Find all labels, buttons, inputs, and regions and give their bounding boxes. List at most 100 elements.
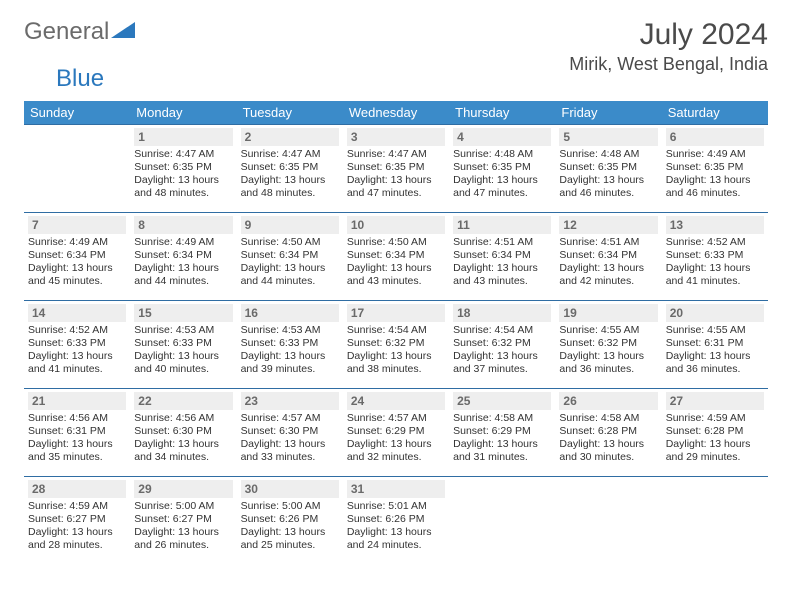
day-details: Sunrise: 4:51 AMSunset: 6:34 PMDaylight:… — [453, 236, 551, 289]
calendar-day-cell: 23 Sunrise: 4:57 AMSunset: 6:30 PMDayligh… — [237, 389, 343, 477]
calendar-row: 14 Sunrise: 4:52 AMSunset: 6:33 PMDayligh… — [24, 301, 768, 389]
day-number: 25 — [453, 392, 551, 410]
calendar-empty-cell — [662, 477, 768, 565]
calendar-header-row: SundayMondayTuesdayWednesdayThursdayFrid… — [24, 101, 768, 125]
day-number: 20 — [666, 304, 764, 322]
calendar-day-cell: 8Sunrise: 4:49 AMSunset: 6:34 PMDaylight… — [130, 213, 236, 301]
weekday-header: Tuesday — [237, 101, 343, 125]
day-number: 23 — [241, 392, 339, 410]
day-details: Sunrise: 4:55 AMSunset: 6:32 PMDaylight:… — [559, 324, 657, 377]
calendar-day-cell: 7 Sunrise: 4:49 AMSunset: 6:34 PMDaylight… — [24, 213, 130, 301]
logo-text-general: General — [24, 18, 109, 46]
day-details: Sunrise: 4:49 AMSunset: 6:34 PMDaylight:… — [134, 236, 232, 289]
day-number: 12 — [559, 216, 657, 234]
calendar-day-cell: 3Sunrise: 4:47 AMSunset: 6:35 PMDaylight… — [343, 125, 449, 213]
calendar-day-cell: 5 Sunrise: 4:48 AMSunset: 6:35 PMDaylight… — [555, 125, 661, 213]
day-details: Sunrise: 4:55 AMSunset: 6:31 PMDaylight:… — [666, 324, 764, 377]
day-number: 16 — [241, 304, 339, 322]
calendar-day-cell: 27Sunrise: 4:59 AMSunset: 6:28 PMDayligh… — [662, 389, 768, 477]
calendar-day-cell: 12Sunrise: 4:51 AMSunset: 6:34 PMDayligh… — [555, 213, 661, 301]
calendar-day-cell: 15 Sunrise: 4:53 AMSunset: 6:33 PMDayligh… — [130, 301, 236, 389]
day-details: Sunrise: 4:57 AMSunset: 6:29 PMDaylight:… — [347, 412, 445, 465]
day-details: Sunrise: 4:47 AMSunset: 6:35 PMDaylight:… — [241, 148, 339, 201]
day-details: Sunrise: 4:59 AMSunset: 6:28 PMDaylight:… — [666, 412, 764, 465]
day-details: Sunrise: 4:49 AMSunset: 6:34 PMDaylight:… — [28, 236, 126, 289]
calendar-day-cell: 25 Sunrise: 4:58 AMSunset: 6:29 PMDayligh… — [449, 389, 555, 477]
calendar-day-cell: 31 Sunrise: 5:01 AMSunset: 6:26 PMDayligh… — [343, 477, 449, 565]
day-number: 15 — [134, 304, 232, 322]
calendar-row: 21Sunrise: 4:56 AMSunset: 6:31 PMDayligh… — [24, 389, 768, 477]
weekday-header: Monday — [130, 101, 236, 125]
day-number: 13 — [666, 216, 764, 234]
calendar-day-cell: 2 Sunrise: 4:47 AMSunset: 6:35 PMDaylight… — [237, 125, 343, 213]
day-number: 30 — [241, 480, 339, 498]
day-number: 10 — [347, 216, 445, 234]
day-number: 5 — [559, 128, 657, 146]
calendar-day-cell: 9 Sunrise: 4:50 AMSunset: 6:34 PMDaylight… — [237, 213, 343, 301]
calendar-empty-cell — [449, 477, 555, 565]
calendar-table: SundayMondayTuesdayWednesdayThursdayFrid… — [24, 101, 768, 565]
month-title: July 2024 — [569, 18, 768, 52]
day-details: Sunrise: 5:01 AMSunset: 6:26 PMDaylight:… — [347, 500, 445, 553]
logo: General — [24, 18, 139, 46]
day-details: Sunrise: 4:58 AMSunset: 6:29 PMDaylight:… — [453, 412, 551, 465]
day-number: 7 — [28, 216, 126, 234]
calendar-day-cell: 21Sunrise: 4:56 AMSunset: 6:31 PMDayligh… — [24, 389, 130, 477]
day-details: Sunrise: 4:50 AMSunset: 6:34 PMDaylight:… — [241, 236, 339, 289]
day-number: 4 — [453, 128, 551, 146]
day-number: 3 — [347, 128, 445, 146]
day-details: Sunrise: 4:47 AMSunset: 6:35 PMDaylight:… — [134, 148, 232, 201]
logo-text-blue: Blue — [56, 65, 104, 92]
day-number: 18 — [453, 304, 551, 322]
day-details: Sunrise: 4:48 AMSunset: 6:35 PMDaylight:… — [559, 148, 657, 201]
weekday-header: Sunday — [24, 101, 130, 125]
calendar-day-cell: 26Sunrise: 4:58 AMSunset: 6:28 PMDayligh… — [555, 389, 661, 477]
calendar-day-cell: 30 Sunrise: 5:00 AMSunset: 6:26 PMDayligh… — [237, 477, 343, 565]
day-details: Sunrise: 4:50 AMSunset: 6:34 PMDaylight:… — [347, 236, 445, 289]
day-number: 22 — [134, 392, 232, 410]
calendar-day-cell: 24 Sunrise: 4:57 AMSunset: 6:29 PMDayligh… — [343, 389, 449, 477]
day-details: Sunrise: 5:00 AMSunset: 6:26 PMDaylight:… — [241, 500, 339, 553]
day-number: 9 — [241, 216, 339, 234]
calendar-day-cell: 18Sunrise: 4:54 AMSunset: 6:32 PMDayligh… — [449, 301, 555, 389]
calendar-empty-cell — [555, 477, 661, 565]
calendar-body: 1 Sunrise: 4:47 AMSunset: 6:35 PMDaylight… — [24, 125, 768, 565]
calendar-row: 7 Sunrise: 4:49 AMSunset: 6:34 PMDaylight… — [24, 213, 768, 301]
calendar-day-cell: 19 Sunrise: 4:55 AMSunset: 6:32 PMDayligh… — [555, 301, 661, 389]
calendar-day-cell: 6Sunrise: 4:49 AMSunset: 6:35 PMDaylight… — [662, 125, 768, 213]
day-number: 1 — [134, 128, 232, 146]
day-number: 29 — [134, 480, 232, 498]
day-details: Sunrise: 4:56 AMSunset: 6:30 PMDaylight:… — [134, 412, 232, 465]
calendar-day-cell: 11 Sunrise: 4:51 AMSunset: 6:34 PMDayligh… — [449, 213, 555, 301]
weekday-header: Thursday — [449, 101, 555, 125]
day-details: Sunrise: 4:59 AMSunset: 6:27 PMDaylight:… — [28, 500, 126, 553]
calendar-day-cell: 16Sunrise: 4:53 AMSunset: 6:33 PMDayligh… — [237, 301, 343, 389]
day-details: Sunrise: 4:48 AMSunset: 6:35 PMDaylight:… — [453, 148, 551, 201]
weekday-header: Wednesday — [343, 101, 449, 125]
day-details: Sunrise: 4:57 AMSunset: 6:30 PMDaylight:… — [241, 412, 339, 465]
calendar-day-cell: 29Sunrise: 5:00 AMSunset: 6:27 PMDayligh… — [130, 477, 236, 565]
calendar-day-cell: 14 Sunrise: 4:52 AMSunset: 6:33 PMDayligh… — [24, 301, 130, 389]
calendar-day-cell: 28 Sunrise: 4:59 AMSunset: 6:27 PMDayligh… — [24, 477, 130, 565]
day-number: 2 — [241, 128, 339, 146]
calendar-row: 28 Sunrise: 4:59 AMSunset: 6:27 PMDayligh… — [24, 477, 768, 565]
day-number: 14 — [28, 304, 126, 322]
day-details: Sunrise: 4:53 AMSunset: 6:33 PMDaylight:… — [134, 324, 232, 377]
calendar-row: 1 Sunrise: 4:47 AMSunset: 6:35 PMDaylight… — [24, 125, 768, 213]
day-number: 24 — [347, 392, 445, 410]
weekday-header: Friday — [555, 101, 661, 125]
weekday-header: Saturday — [662, 101, 768, 125]
calendar-day-cell: 22 Sunrise: 4:56 AMSunset: 6:30 PMDayligh… — [130, 389, 236, 477]
day-number: 6 — [666, 128, 764, 146]
day-number: 26 — [559, 392, 657, 410]
day-number: 31 — [347, 480, 445, 498]
day-number: 11 — [453, 216, 551, 234]
day-details: Sunrise: 4:52 AMSunset: 6:33 PMDaylight:… — [28, 324, 126, 377]
day-details: Sunrise: 4:52 AMSunset: 6:33 PMDaylight:… — [666, 236, 764, 289]
day-number: 19 — [559, 304, 657, 322]
calendar-empty-cell — [24, 125, 130, 213]
calendar-day-cell: 20 Sunrise: 4:55 AMSunset: 6:31 PMDayligh… — [662, 301, 768, 389]
calendar-day-cell: 1 Sunrise: 4:47 AMSunset: 6:35 PMDaylight… — [130, 125, 236, 213]
day-number: 28 — [28, 480, 126, 498]
calendar-day-cell: 10 Sunrise: 4:50 AMSunset: 6:34 PMDayligh… — [343, 213, 449, 301]
